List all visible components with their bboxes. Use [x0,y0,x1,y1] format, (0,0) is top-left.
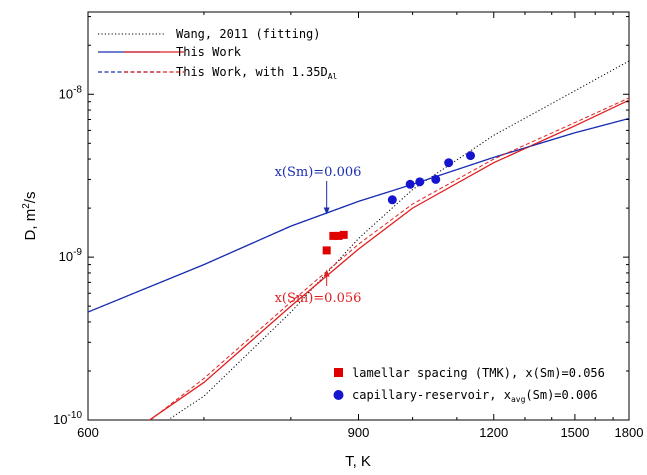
series-layer [88,60,629,420]
data-point-circle [415,177,425,187]
series-line-1 [88,117,629,313]
x-tick-label: 900 [348,425,370,440]
legend-layer: Wang, 2011 (fitting) This Work This Work, … [98,27,605,404]
annotation-arrowhead-blue [323,207,330,215]
y-tick-label: 10-8 [59,84,83,101]
annotations-layer: x(Sm)=0.006 x(Sm)=0.056 [275,165,362,306]
legend-marker-circle [333,390,344,400]
x-tick-label: 1500 [560,425,589,440]
data-point-circle [405,179,415,189]
x-tick-label: 1200 [479,425,508,440]
legend-label: Wang, 2011 (fitting) [176,27,321,41]
y-axis-title: D, m2/s [21,192,39,241]
data-point-circle [431,174,441,184]
series-line-3 [88,118,629,313]
y-tick-label: 10-10 [53,410,82,427]
legend-marker-square [334,368,343,377]
annotation-label-red: x(Sm)=0.056 [275,291,362,306]
series-line-2 [148,99,629,420]
series-line-4 [150,97,629,420]
data-point-circle [444,158,454,168]
x-axis-title: T, K [345,453,371,470]
data-point-circle [466,151,476,161]
legend-label: lamellar spacing (TMK), x(Sm)=0.056 [352,366,605,380]
ticks-layer: 600 900 1200 1500 1800 10-10 10-9 10-8 [53,12,643,440]
annotation-label-blue: x(Sm)=0.006 [275,165,362,180]
y-tick-label: 10-9 [59,247,83,264]
x-tick-label: 600 [77,425,99,440]
points-layer [322,151,476,255]
legend-label: This Work [176,45,242,59]
x-tick-label: 1800 [615,425,644,440]
annotation-arrowhead-red [323,269,330,277]
legend-label: capillary-reservoir, xavg(Sm)=0.006 [352,388,598,404]
plot-frame [87,11,630,421]
data-point-square [322,246,331,255]
data-point-square [339,230,348,239]
data-point-square [334,231,343,240]
data-point-circle [387,195,397,205]
data-point-square [329,231,338,240]
legend-label: This Work, with 1.35DAl [176,65,338,81]
